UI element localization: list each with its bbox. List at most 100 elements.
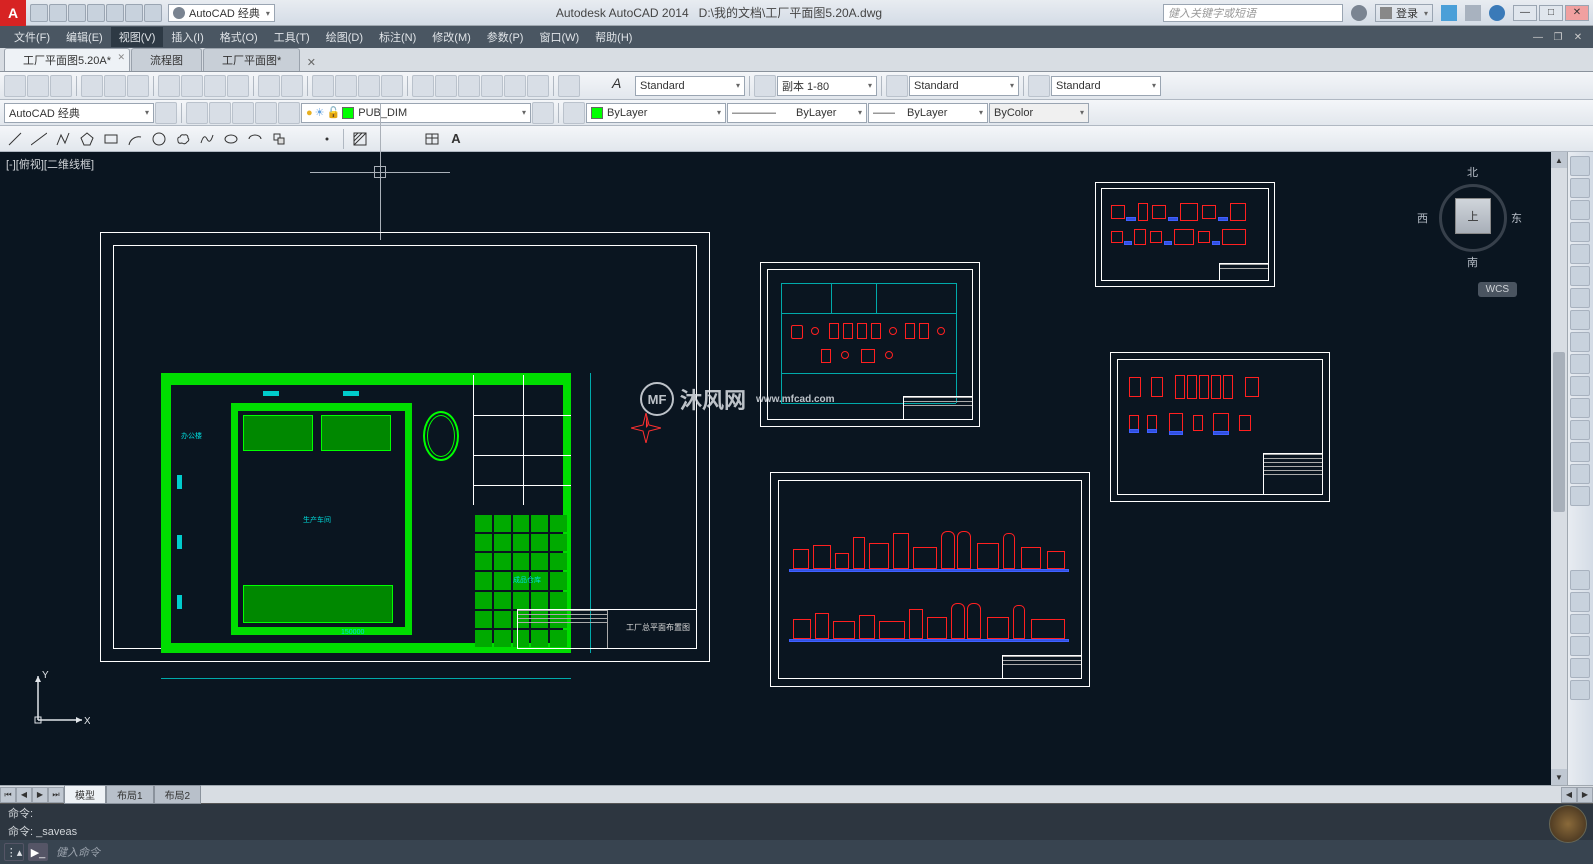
zoom-previous-icon[interactable] <box>381 75 403 97</box>
qat-plot-icon[interactable] <box>106 4 124 22</box>
insert-block-icon[interactable] <box>268 128 290 150</box>
zoom-realtime-icon[interactable] <box>335 75 357 97</box>
doc-tab[interactable]: 流程图 <box>131 48 202 71</box>
help-icon[interactable] <box>1489 5 1505 21</box>
publish-icon[interactable] <box>127 75 149 97</box>
extend-icon[interactable] <box>1570 376 1590 396</box>
menu-tools[interactable]: 工具(T) <box>266 27 318 47</box>
doc-tab[interactable]: 工厂平面图5.20A*✕ <box>4 48 130 71</box>
scroll-right-icon[interactable]: ▶ <box>1577 787 1593 803</box>
qat-save-icon[interactable] <box>68 4 86 22</box>
join-icon[interactable] <box>1570 420 1590 440</box>
layer-dropdown[interactable]: ● ☀ 🔓 PUB_DIM <box>301 103 531 123</box>
text-style-dropdown[interactable]: Standard <box>635 76 745 96</box>
scroll-thumb[interactable] <box>1553 352 1565 512</box>
menu-help[interactable]: 帮助(H) <box>587 27 640 47</box>
close-button[interactable]: ✕ <box>1565 5 1589 21</box>
scale-icon[interactable] <box>1570 310 1590 330</box>
menu-file[interactable]: 文件(F) <box>6 27 58 47</box>
new-tab-button[interactable]: ✕ <box>301 53 321 71</box>
tab-next-icon[interactable]: ▶ <box>32 787 48 803</box>
quickcalc-icon[interactable] <box>527 75 549 97</box>
mdi-restore-button[interactable]: ❐ <box>1549 30 1567 44</box>
zoom-window-icon[interactable] <box>358 75 380 97</box>
make-block-icon[interactable] <box>292 128 314 150</box>
linetype-dropdown[interactable]: ————ByLayer <box>727 103 867 123</box>
circle-icon[interactable] <box>148 128 170 150</box>
new-icon[interactable] <box>4 75 26 97</box>
viewport-label[interactable]: [-][俯视][二维线框] <box>6 156 94 172</box>
mdi-close-button[interactable]: ✕ <box>1569 30 1587 44</box>
lineweight-dropdown[interactable]: ——ByLayer <box>868 103 988 123</box>
vertical-scrollbar[interactable]: ▲ ▼ <box>1551 152 1567 785</box>
tab-first-icon[interactable]: ⏮ <box>0 787 16 803</box>
pan-icon[interactable] <box>312 75 334 97</box>
menu-window[interactable]: 窗口(W) <box>531 27 587 47</box>
region-icon[interactable] <box>397 128 419 150</box>
designcenter-icon[interactable] <box>435 75 457 97</box>
layer-iso-icon[interactable] <box>255 102 277 124</box>
chamfer-icon[interactable] <box>1570 442 1590 462</box>
hatch-icon[interactable] <box>349 128 371 150</box>
mirror-icon[interactable] <box>1570 200 1590 220</box>
workspace-settings-icon[interactable] <box>155 102 177 124</box>
markup-icon[interactable] <box>504 75 526 97</box>
viewcube-face[interactable]: 上 <box>1455 198 1491 234</box>
cut-icon[interactable] <box>158 75 180 97</box>
help-search-input[interactable]: 健入关键字或短语 <box>1163 4 1343 22</box>
addselected-icon[interactable] <box>469 128 491 150</box>
menu-edit[interactable]: 编辑(E) <box>58 27 111 47</box>
array-icon[interactable] <box>1570 244 1590 264</box>
revcloud-icon[interactable] <box>172 128 194 150</box>
dim-continue-icon[interactable] <box>1570 680 1590 700</box>
qat-open-icon[interactable] <box>49 4 67 22</box>
paste-icon[interactable] <box>204 75 226 97</box>
user-avatar[interactable] <box>1549 805 1587 843</box>
mleaderstyle-icon[interactable] <box>1028 75 1050 97</box>
layout-tab[interactable]: 布局2 <box>154 785 202 804</box>
fillet-icon[interactable] <box>1570 464 1590 484</box>
copy-icon[interactable] <box>1570 178 1590 198</box>
menu-dimension[interactable]: 标注(N) <box>371 27 424 47</box>
viewcube[interactable]: 上 北 南 西 东 <box>1417 162 1527 272</box>
menu-format[interactable]: 格式(O) <box>212 27 266 47</box>
properties-icon[interactable] <box>412 75 434 97</box>
minimize-button[interactable]: — <box>1513 5 1537 21</box>
command-input[interactable]: 健入命令 <box>52 842 1589 862</box>
dim-aligned-icon[interactable] <box>1570 592 1590 612</box>
menu-insert[interactable]: 插入(I) <box>163 27 211 47</box>
mtext-icon[interactable]: A <box>445 128 467 150</box>
break-icon[interactable] <box>1570 398 1590 418</box>
plot-icon[interactable] <box>81 75 103 97</box>
polyline-icon[interactable] <box>52 128 74 150</box>
mleader-style-dropdown[interactable]: Standard <box>1051 76 1161 96</box>
table-style-dropdown[interactable]: Standard <box>909 76 1019 96</box>
help-icon[interactable] <box>558 75 580 97</box>
offset-icon[interactable] <box>1570 222 1590 242</box>
dimstyle-icon[interactable] <box>754 75 776 97</box>
menu-parametric[interactable]: 参数(P) <box>479 27 532 47</box>
arc-icon[interactable] <box>124 128 146 150</box>
layout-tab[interactable]: 布局1 <box>106 785 154 804</box>
layer-states-icon[interactable] <box>209 102 231 124</box>
command-history-button[interactable]: ⋮▴ <box>4 843 24 861</box>
workspace-dropdown-2[interactable]: AutoCAD 经典 <box>4 103 154 123</box>
move-icon[interactable] <box>1570 266 1590 286</box>
search-icon[interactable] <box>1351 5 1367 21</box>
xline-icon[interactable] <box>28 128 50 150</box>
qat-undo-icon[interactable] <box>125 4 143 22</box>
rectangle-icon[interactable] <box>100 128 122 150</box>
workspace-dropdown[interactable]: AutoCAD 经典 <box>168 4 275 22</box>
redo-icon[interactable] <box>281 75 303 97</box>
app-logo[interactable]: A <box>0 0 26 26</box>
erase-icon[interactable] <box>1570 156 1590 176</box>
undo-icon[interactable] <box>258 75 280 97</box>
layer-filter-icon[interactable] <box>232 102 254 124</box>
matchprop-icon[interactable] <box>227 75 249 97</box>
save-icon[interactable] <box>50 75 72 97</box>
scroll-left-icon[interactable]: ◀ <box>1561 787 1577 803</box>
close-tab-icon[interactable]: ✕ <box>117 52 125 63</box>
dim-diameter-icon[interactable] <box>1570 658 1590 678</box>
open-icon[interactable] <box>27 75 49 97</box>
line-icon[interactable] <box>4 128 26 150</box>
